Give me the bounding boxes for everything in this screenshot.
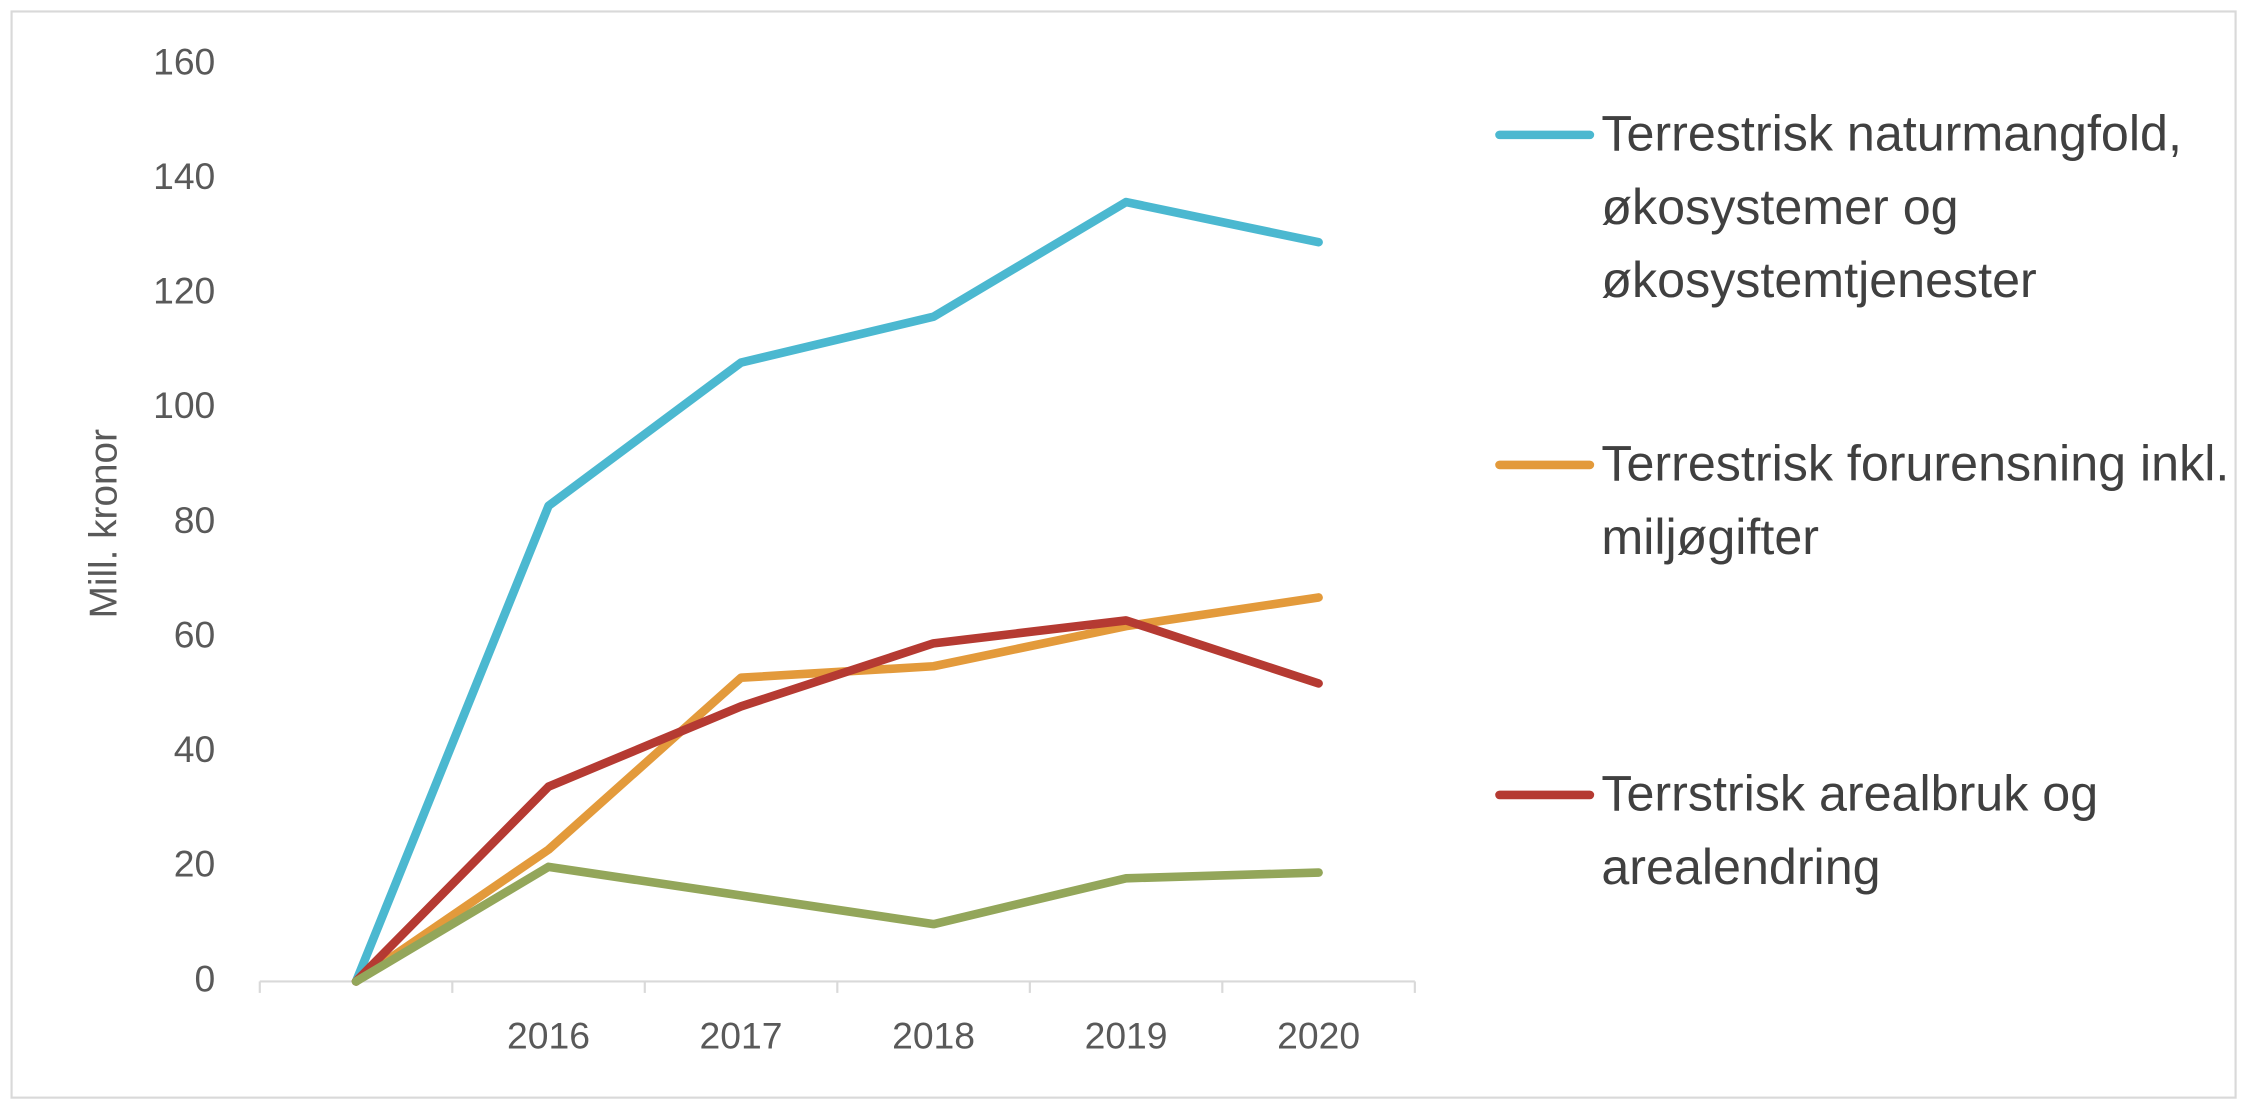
y-tick-label: 120	[153, 270, 215, 312]
legend-label: Terrestrisk naturmangfold, økosystemer o…	[1601, 106, 2182, 309]
x-tick-label: 2018	[892, 1015, 975, 1057]
y-tick-label: 160	[153, 40, 215, 82]
y-tick-label: 0	[195, 957, 216, 999]
legend-label: Terrstrisk arealbruk og arealendring	[1601, 766, 2099, 896]
y-tick-label: 40	[174, 728, 216, 770]
y-tick-label: 100	[153, 384, 215, 426]
series-line	[351, 197, 1323, 986]
x-tick-label: 2016	[507, 1015, 590, 1057]
y-tick-label: 140	[153, 155, 215, 197]
series-line	[351, 862, 1323, 986]
series-line	[351, 616, 1323, 986]
legend-entry: Terrstrisk arealbruk og arealendring	[1601, 766, 2099, 896]
x-tick-label: 2017	[700, 1015, 783, 1057]
y-tick-label: 80	[174, 499, 216, 541]
x-tick-label: 2019	[1085, 1015, 1168, 1057]
y-tick-label: 60	[174, 613, 216, 655]
x-tick-label: 2020	[1277, 1015, 1360, 1057]
y-axis-label: Mill. kronor	[82, 429, 125, 618]
legend-label: Terrestrisk forurensning inkl. miljøgift…	[1601, 436, 2230, 566]
y-tick-label: 20	[174, 843, 216, 885]
legend-entry: Terrestrisk forurensning inkl. miljøgift…	[1601, 436, 2230, 566]
legend-entry: Terrestrisk naturmangfold, økosystemer o…	[1601, 106, 2182, 309]
